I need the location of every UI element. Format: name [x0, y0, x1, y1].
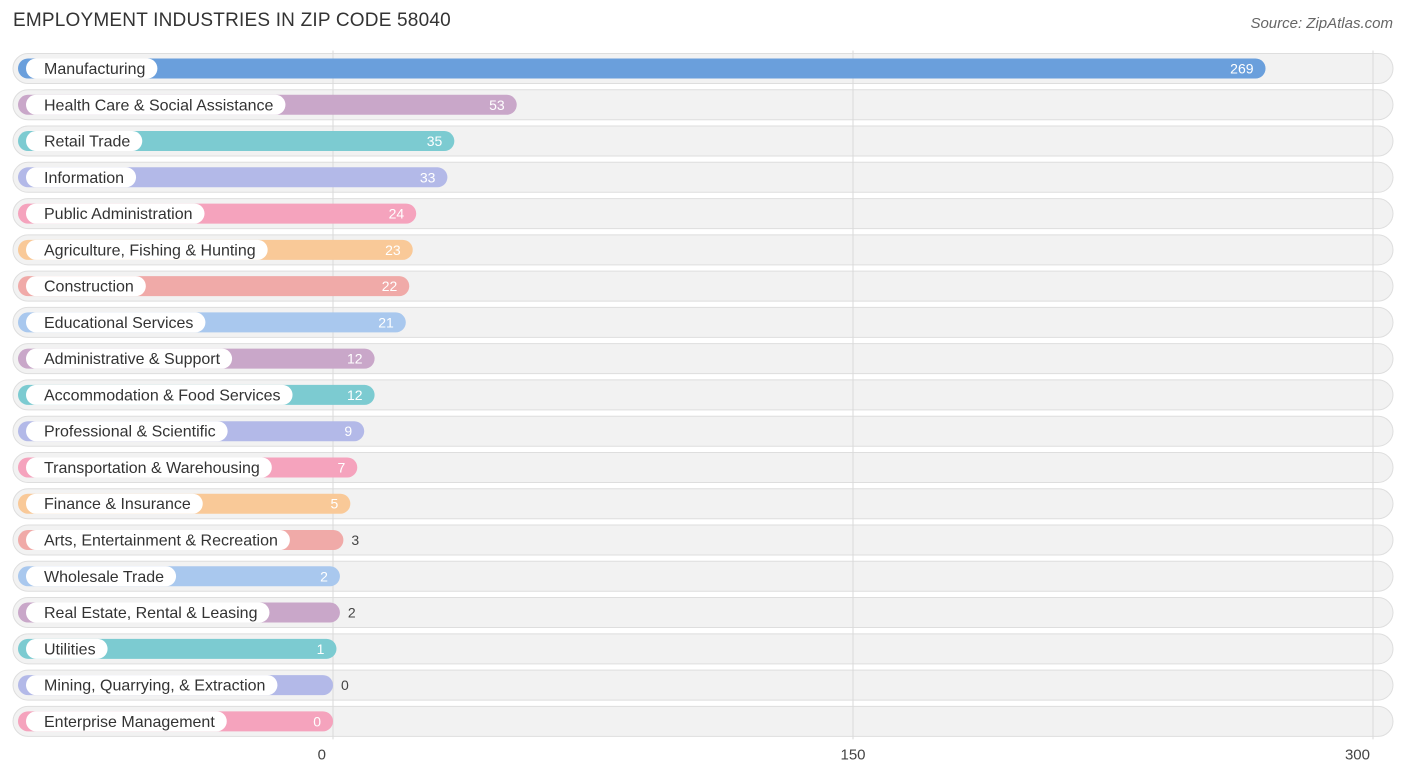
row-background	[12, 633, 1394, 665]
value-label: 12	[347, 387, 363, 403]
category-label-background	[26, 493, 203, 514]
value-label: 22	[382, 278, 398, 294]
source-label: Source: ZipAtlas.com	[1250, 15, 1393, 32]
bar-row[interactable]: Construction 22	[18, 276, 410, 297]
value-label: 23	[385, 242, 401, 258]
bar-row[interactable]: Health Care & Social Assistance 53	[18, 94, 517, 115]
category-label-background	[26, 131, 143, 152]
category-label-background	[26, 675, 278, 696]
category-label: Construction	[44, 279, 134, 296]
row-background	[12, 705, 1394, 737]
bar-row[interactable]: Wholesale Trade 2	[18, 566, 340, 587]
value-label: 2	[348, 605, 356, 621]
category-label-background	[26, 566, 177, 587]
category-label: Real Estate, Rental & Leasing	[44, 605, 257, 622]
x-tick-label: 150	[840, 746, 865, 763]
bar-row[interactable]: Finance & Insurance 5	[18, 493, 351, 514]
row-background	[12, 451, 1394, 483]
category-label-background	[26, 312, 206, 333]
category-label: Educational Services	[44, 315, 193, 332]
value-label: 53	[489, 97, 505, 113]
value-label: 9	[344, 423, 352, 439]
category-label-background	[26, 203, 205, 224]
row-background	[12, 488, 1394, 520]
bar-row[interactable]: Educational Services 21	[18, 312, 406, 333]
bar-row[interactable]: Enterprise Management 0	[18, 711, 333, 732]
x-tick-label: 0	[318, 746, 326, 763]
row-background	[12, 669, 1394, 701]
chart-title: EMPLOYMENT INDUSTRIES IN ZIP CODE 58040	[13, 10, 451, 31]
category-label: Utilities	[44, 641, 96, 658]
row-background	[12, 524, 1394, 556]
value-label: 2	[320, 568, 328, 584]
category-label: Agriculture, Fishing & Hunting	[44, 242, 256, 259]
bar-row[interactable]: Manufacturing 269	[18, 58, 1266, 79]
bar-row[interactable]: Retail Trade 35	[18, 131, 455, 152]
category-label: Accommodation & Food Services	[44, 387, 281, 404]
value-label: 33	[420, 169, 436, 185]
value-label: 12	[347, 351, 363, 367]
bar-row[interactable]: Public Administration 24	[18, 203, 417, 224]
value-label: 0	[313, 713, 321, 729]
value-label: 35	[427, 133, 443, 149]
category-label-background	[26, 348, 233, 369]
bar-row[interactable]: Information 33	[18, 167, 448, 188]
value-label: 269	[1230, 61, 1254, 77]
category-label: Retail Trade	[44, 134, 130, 151]
category-label: Administrative & Support	[44, 351, 221, 368]
bar-row[interactable]: Mining, Quarrying, & Extraction 0	[18, 675, 349, 696]
category-label-background	[26, 421, 228, 442]
category-label: Public Administration	[44, 206, 193, 223]
category-label-background	[26, 602, 270, 623]
bar-row[interactable]: Real Estate, Rental & Leasing 2	[18, 602, 356, 623]
category-label-background	[26, 276, 146, 297]
value-label: 5	[331, 496, 339, 512]
value-label: 7	[337, 459, 345, 475]
category-label: Manufacturing	[44, 61, 145, 78]
bars: Manufacturing 269 Health Care & Social Ass…	[18, 58, 1266, 732]
category-label-background	[26, 638, 108, 659]
category-label: Mining, Quarrying, & Extraction	[44, 678, 265, 695]
value-label: 21	[378, 314, 394, 330]
category-label-background	[26, 711, 227, 732]
value-label: 24	[389, 206, 405, 222]
category-label: Arts, Entertainment & Recreation	[44, 533, 278, 550]
category-label: Finance & Insurance	[44, 496, 191, 513]
category-label: Professional & Scientific	[44, 424, 216, 441]
category-label-background	[26, 167, 137, 188]
bar-row[interactable]: Arts, Entertainment & Recreation 3	[18, 530, 359, 551]
x-tick-label: 300	[1345, 746, 1370, 763]
category-label: Information	[44, 170, 124, 187]
value-label: 0	[341, 677, 349, 693]
bar-row[interactable]: Administrative & Support 12	[18, 348, 375, 369]
value-label: 3	[351, 532, 359, 548]
bar[interactable]	[18, 58, 1266, 79]
category-label: Transportation & Warehousing	[44, 460, 260, 477]
category-label-background	[26, 94, 286, 115]
bar-row[interactable]: Agriculture, Fishing & Hunting 23	[18, 239, 413, 260]
category-label: Enterprise Management	[44, 714, 215, 731]
category-label-background	[26, 457, 272, 478]
bar-row[interactable]: Transportation & Warehousing 7	[18, 457, 358, 478]
bar-row[interactable]: Professional & Scientific 9	[18, 421, 365, 442]
category-label-background	[26, 384, 293, 405]
category-label-background	[26, 58, 158, 79]
category-label: Wholesale Trade	[44, 569, 164, 586]
value-label: 1	[317, 641, 325, 657]
x-axis-ticks: 0 150 300	[318, 746, 1370, 763]
bar-row[interactable]: Accommodation & Food Services 12	[18, 384, 375, 405]
category-label-background	[26, 239, 268, 260]
row-background	[12, 597, 1394, 629]
category-label-background	[26, 530, 290, 551]
bar-row[interactable]: Utilities 1	[18, 638, 337, 659]
row-background	[12, 560, 1394, 592]
category-label: Health Care & Social Assistance	[44, 97, 274, 114]
